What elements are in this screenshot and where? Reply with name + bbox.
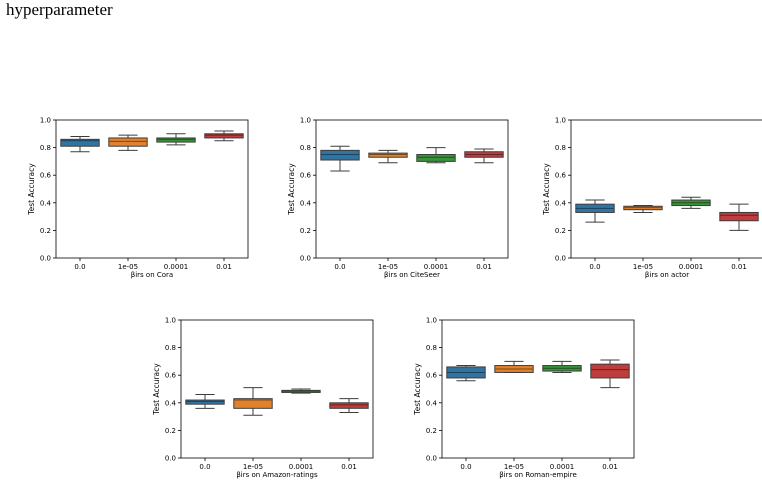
box-0.0 [185, 399, 225, 405]
x-tick-label: 0.0 [74, 263, 85, 271]
y-tick-label: 0.4 [426, 399, 438, 407]
y-tick-label: 0.0 [555, 255, 566, 263]
box-0.01 [590, 363, 630, 379]
box-0.0 [320, 149, 360, 161]
x-tick-label: 0.01 [602, 463, 618, 471]
y-tick-label: 0.2 [40, 227, 51, 235]
y-tick-label: 0.0 [300, 255, 311, 263]
x-tick-label: 1e-05 [243, 463, 263, 471]
page-heading: hyperparameter [6, 0, 113, 19]
y-tick-label: 1.0 [426, 317, 437, 325]
y-tick-label: 0.8 [40, 144, 51, 152]
box-1e-05 [233, 398, 273, 409]
y-tick-label: 0.4 [300, 199, 312, 207]
y-tick-label: 0.2 [300, 227, 311, 235]
y-tick-label: 0.8 [555, 144, 566, 152]
x-tick-label: 1e-05 [504, 463, 524, 471]
x-axis-label: βirs on Amazon-ratings [236, 471, 318, 479]
y-tick-label: 0.8 [165, 344, 176, 352]
y-axis-label: Test Accuracy [152, 363, 161, 416]
box-0.01 [204, 133, 244, 139]
x-tick-label: 0.0001 [424, 263, 449, 271]
y-tick-label: 0.4 [165, 399, 177, 407]
x-tick-label: 0.01 [341, 463, 357, 471]
y-tick-label: 0.2 [165, 427, 176, 435]
box-0.01 [719, 211, 759, 222]
y-tick-label: 0.2 [426, 427, 437, 435]
y-tick-label: 1.0 [165, 317, 176, 325]
x-tick-label: 0.01 [731, 263, 747, 271]
x-tick-label: 0.0001 [679, 263, 704, 271]
y-axis-label: Test Accuracy [542, 163, 551, 216]
x-tick-label: 0.0 [460, 463, 471, 471]
x-tick-label: 0.0001 [164, 263, 189, 271]
x-tick-label: 0.0 [589, 263, 600, 271]
x-tick-label: 0.01 [216, 263, 232, 271]
plot-frame [315, 119, 509, 259]
plot-frame [180, 319, 374, 459]
plot-frame [55, 119, 249, 259]
x-axis-label: βirs on CiteSeer [384, 271, 440, 279]
y-tick-label: 1.0 [300, 117, 311, 125]
x-tick-label: 1e-05 [633, 263, 653, 271]
x-axis-label: βirs on Roman-empire [499, 471, 577, 479]
y-tick-label: 0.6 [426, 372, 438, 380]
y-axis-label: Test Accuracy [287, 163, 296, 216]
box-0.0001 [416, 154, 456, 162]
y-tick-label: 0.8 [300, 144, 311, 152]
x-tick-label: 0.0 [334, 263, 345, 271]
y-tick-label: 0.4 [555, 199, 567, 207]
x-axis-label: βirs on Cora [131, 271, 173, 279]
y-tick-label: 0.8 [426, 344, 437, 352]
y-tick-label: 0.6 [165, 372, 177, 380]
x-axis-label: βirs on actor [645, 271, 689, 279]
y-tick-label: 0.6 [555, 172, 567, 180]
y-tick-label: 0.2 [555, 227, 566, 235]
y-tick-label: 0.6 [300, 172, 312, 180]
box-1e-05 [368, 152, 408, 158]
box-0.0001 [156, 137, 196, 143]
box-0.0 [60, 138, 100, 147]
y-tick-label: 0.4 [40, 199, 52, 207]
y-axis-label: Test Accuracy [413, 363, 422, 416]
y-axis-label: Test Accuracy [27, 163, 36, 216]
y-tick-label: 0.0 [40, 255, 51, 263]
y-tick-label: 1.0 [40, 117, 51, 125]
x-tick-label: 0.01 [476, 263, 492, 271]
x-tick-label: 1e-05 [118, 263, 138, 271]
box-0.01 [329, 402, 369, 409]
y-tick-label: 0.6 [40, 172, 52, 180]
x-tick-label: 0.0001 [289, 463, 314, 471]
y-tick-label: 0.0 [165, 455, 176, 463]
plot-frame [441, 319, 635, 459]
x-tick-label: 0.0001 [550, 463, 575, 471]
y-tick-label: 1.0 [555, 117, 566, 125]
y-tick-label: 0.0 [426, 455, 437, 463]
x-tick-label: 0.0 [199, 463, 210, 471]
plot-frame [570, 119, 762, 259]
box-1e-05 [108, 137, 148, 147]
x-tick-label: 1e-05 [378, 263, 398, 271]
